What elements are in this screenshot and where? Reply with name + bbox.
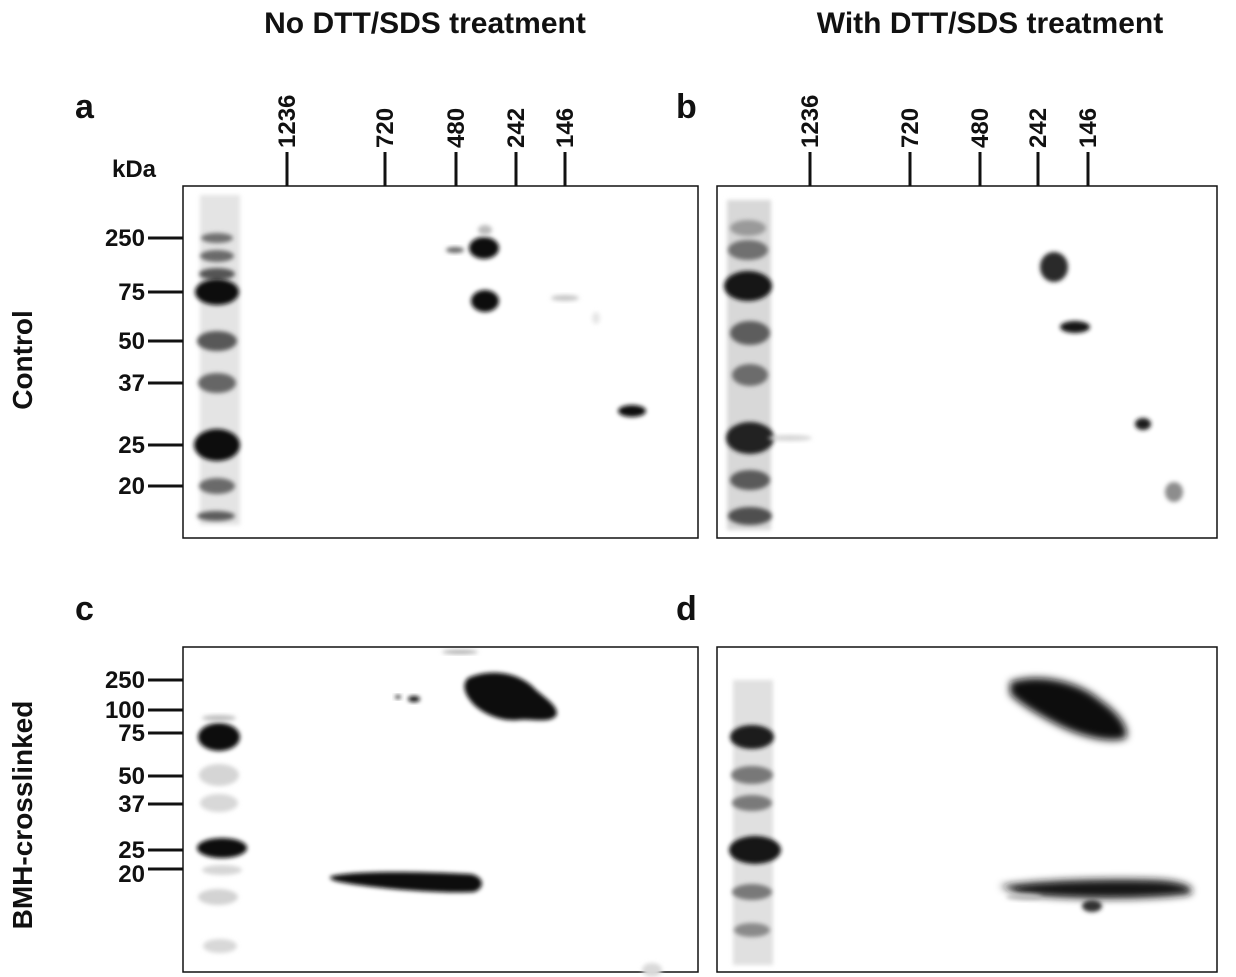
ladder-lane-c	[197, 715, 247, 953]
control-mw-37: 37	[118, 370, 145, 397]
control-mw-50: 50	[118, 328, 145, 355]
control-mw-20: 20	[118, 473, 145, 500]
native-markers-panel-b: 1236 720 480 242 146	[797, 95, 1102, 186]
spots-panel-c	[330, 650, 662, 977]
blot-panel-a	[182, 185, 699, 539]
panel-label-a: a	[75, 88, 95, 126]
ladder-lane-a	[194, 195, 240, 525]
blot-panel-c	[182, 646, 699, 977]
blot-panel-d	[716, 646, 1218, 973]
control-mw-75: 75	[118, 279, 145, 306]
native-marker-146-b: 146	[1075, 108, 1102, 148]
native-marker-242: 242	[503, 108, 530, 148]
native-marker-146: 146	[552, 108, 579, 148]
native-marker-242-b: 242	[1025, 108, 1052, 148]
crosslinked-mw-250: 250	[105, 667, 145, 694]
native-markers-panel-a: 1236 720 480 242 146	[274, 95, 579, 186]
ladder-lane-d	[729, 680, 781, 965]
header-no-treatment: No DTT/SDS treatment	[264, 7, 586, 40]
native-marker-1236: 1236	[274, 95, 301, 148]
spots-panel-a	[446, 225, 646, 417]
control-mw-axis: 250 75 50 37 25 20	[105, 225, 185, 500]
native-marker-480-b: 480	[967, 108, 994, 148]
crosslinked-mw-axis: 250 100 75 50 37 25 20	[105, 667, 185, 888]
crosslinked-mw-50: 50	[118, 763, 145, 790]
control-mw-250: 250	[105, 225, 145, 252]
crosslinked-mw-100: 100	[105, 697, 145, 724]
ladder-lane-b	[724, 200, 812, 530]
blot-panel-b	[716, 185, 1218, 539]
spots-panel-b	[1040, 252, 1183, 502]
crosslinked-mw-37: 37	[118, 791, 145, 818]
panel-label-b: b	[676, 88, 697, 126]
crosslinked-mw-75: 75	[118, 720, 145, 747]
native-marker-720: 720	[372, 108, 399, 148]
spots-panel-d	[1000, 678, 1192, 912]
row-label-control: Control	[7, 310, 38, 410]
header-with-treatment: With DTT/SDS treatment	[817, 7, 1163, 40]
kda-label: kDa	[112, 156, 157, 183]
panel-label-d: d	[676, 590, 697, 628]
native-marker-1236-b: 1236	[797, 95, 824, 148]
control-mw-25: 25	[118, 432, 145, 459]
native-marker-480: 480	[443, 108, 470, 148]
native-marker-720-b: 720	[897, 108, 924, 148]
crosslinked-mw-20: 20	[118, 861, 145, 888]
crosslinked-mw-25: 25	[118, 837, 145, 864]
row-label-crosslinked: BMH-crosslinked	[7, 701, 38, 930]
panel-label-c: c	[75, 590, 94, 628]
